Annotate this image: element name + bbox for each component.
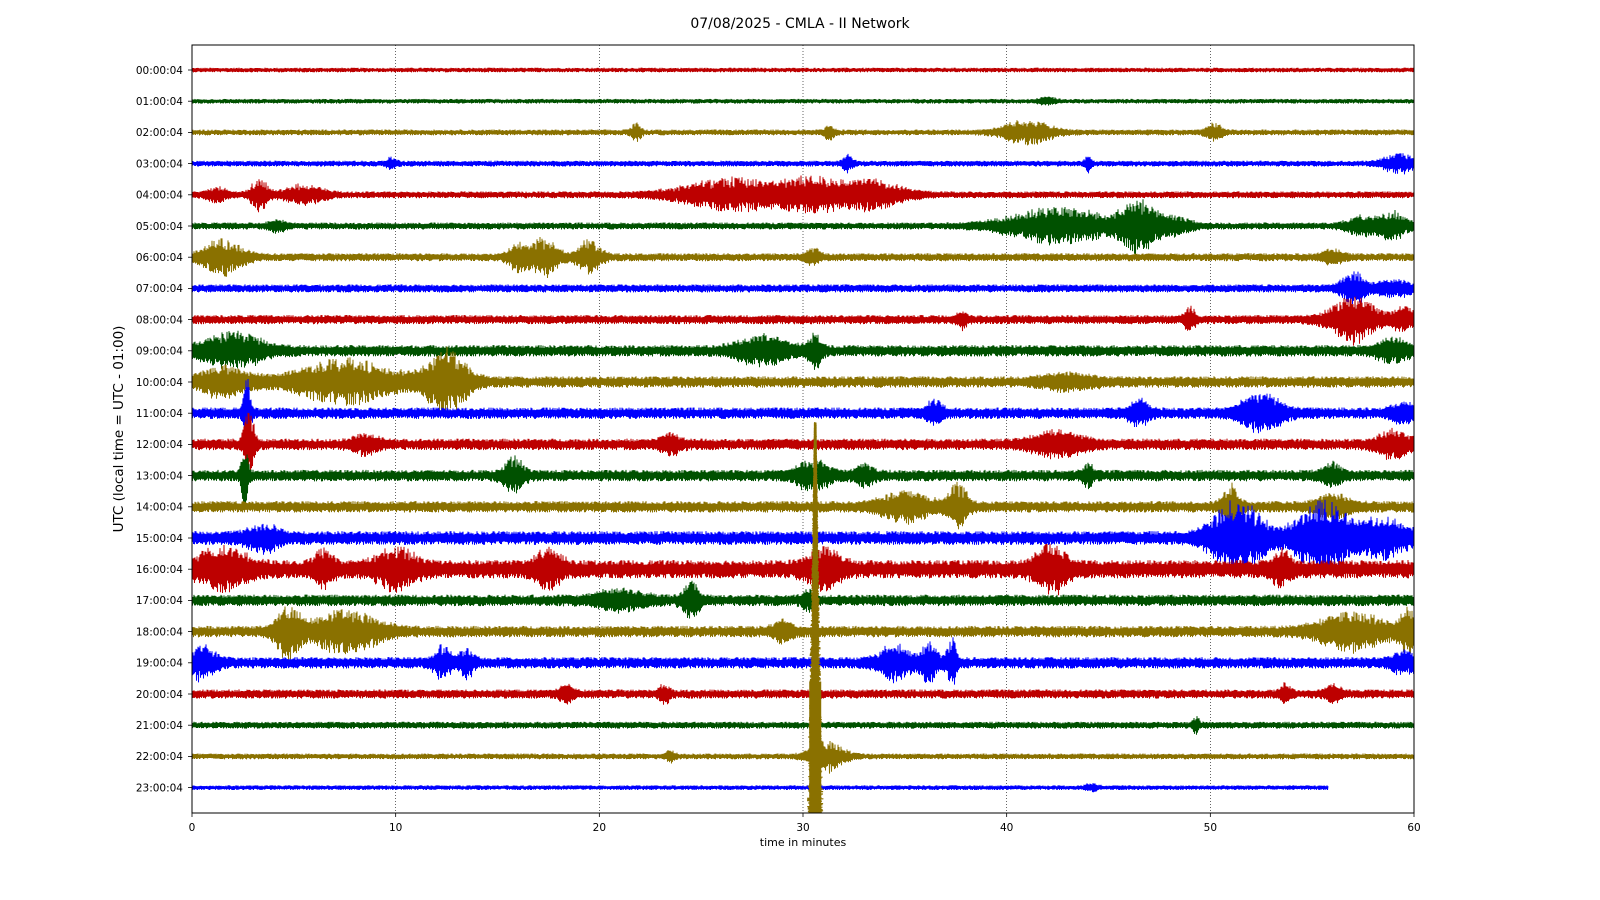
- y-tick-label: 10:00:04: [136, 377, 183, 389]
- y-tick-label: 14:00:04: [136, 502, 183, 514]
- trace-20-00-04: [191, 682, 1415, 705]
- y-tick-label: 15:00:04: [136, 533, 183, 545]
- y-tick-label: 01:00:04: [136, 96, 183, 108]
- trace-01-00-04: [191, 96, 1415, 106]
- trace-00-00-04: [191, 67, 1415, 73]
- trace-07-00-04: [191, 271, 1415, 305]
- trace-09-00-04: [191, 330, 1415, 370]
- chart-title: 07/08/2025 - CMLA - II Network: [690, 16, 910, 32]
- y-tick-label: 16:00:04: [136, 564, 183, 576]
- big-event-group: [807, 422, 824, 814]
- x-tick-label: 10: [389, 822, 402, 834]
- trace-group: [191, 67, 1415, 793]
- x-axis-title: time in minutes: [760, 836, 847, 849]
- y-tick-label: 05:00:04: [136, 221, 183, 233]
- y-tick-label: 20:00:04: [136, 689, 183, 701]
- trace-08-00-04: [191, 296, 1415, 346]
- y-tick-label: 08:00:04: [136, 314, 183, 326]
- trace-23-00-04: [191, 783, 1329, 793]
- trace-02-00-04: [191, 120, 1415, 146]
- y-tick-label: 13:00:04: [136, 470, 183, 482]
- trace-12-00-04: [191, 412, 1415, 483]
- trace-10-00-04: [191, 346, 1415, 417]
- x-tick-label: 60: [1407, 822, 1420, 834]
- y-tick-label: 02:00:04: [136, 127, 183, 139]
- trace-21-00-04: [191, 716, 1415, 735]
- x-tick-label: 0: [189, 822, 196, 834]
- y-tick-label: 06:00:04: [136, 252, 183, 264]
- trace-18-00-04: [191, 606, 1415, 662]
- trace-05-00-04: [191, 199, 1415, 255]
- trace-16-00-04: [191, 543, 1415, 596]
- trace-13-00-04: [191, 454, 1415, 506]
- y-tick-label: 21:00:04: [136, 720, 183, 732]
- y-tick-label: 00:00:04: [136, 65, 183, 77]
- y-tick-label: 12:00:04: [136, 439, 183, 451]
- trace-11-00-04: [191, 378, 1415, 448]
- y-tick-label: 18:00:04: [136, 626, 183, 638]
- y-tick-label: 23:00:04: [136, 782, 183, 794]
- big-event-core: [809, 681, 822, 813]
- trace-15-00-04: [191, 499, 1415, 579]
- y-axis-title: UTC (local time = UTC - 01:00): [111, 326, 127, 533]
- y-tick-label: 04:00:04: [136, 190, 183, 202]
- y-tick-label: 11:00:04: [136, 408, 183, 420]
- x-tick-label: 30: [796, 822, 809, 834]
- y-tick-label: 03:00:04: [136, 158, 183, 170]
- trace-17-00-04: [191, 580, 1415, 619]
- trace-22-00-04: [191, 740, 1415, 774]
- trace-03-00-04: [191, 153, 1415, 175]
- x-ticks: 0 10 20 30 40 50 60: [189, 813, 1421, 834]
- trace-19-00-04: [191, 637, 1415, 685]
- x-tick-label: 50: [1204, 822, 1217, 834]
- y-tick-label: 19:00:04: [136, 658, 183, 670]
- trace-06-00-04: [191, 236, 1415, 279]
- vertical-grid: [395, 45, 1211, 813]
- y-tick-label: 07:00:04: [136, 283, 183, 295]
- y-tick-label: 09:00:04: [136, 346, 183, 358]
- trace-04-00-04: [191, 175, 1415, 214]
- x-tick-label: 40: [1000, 822, 1013, 834]
- trace-14-00-04: [191, 481, 1415, 530]
- x-tick-label: 20: [593, 822, 606, 834]
- y-tick-label: 17:00:04: [136, 595, 183, 607]
- y-tick-labels: 00:00:04 01:00:04 02:00:04 03:00:04 04:00:04…: [136, 65, 192, 794]
- y-tick-label: 22:00:04: [136, 751, 183, 763]
